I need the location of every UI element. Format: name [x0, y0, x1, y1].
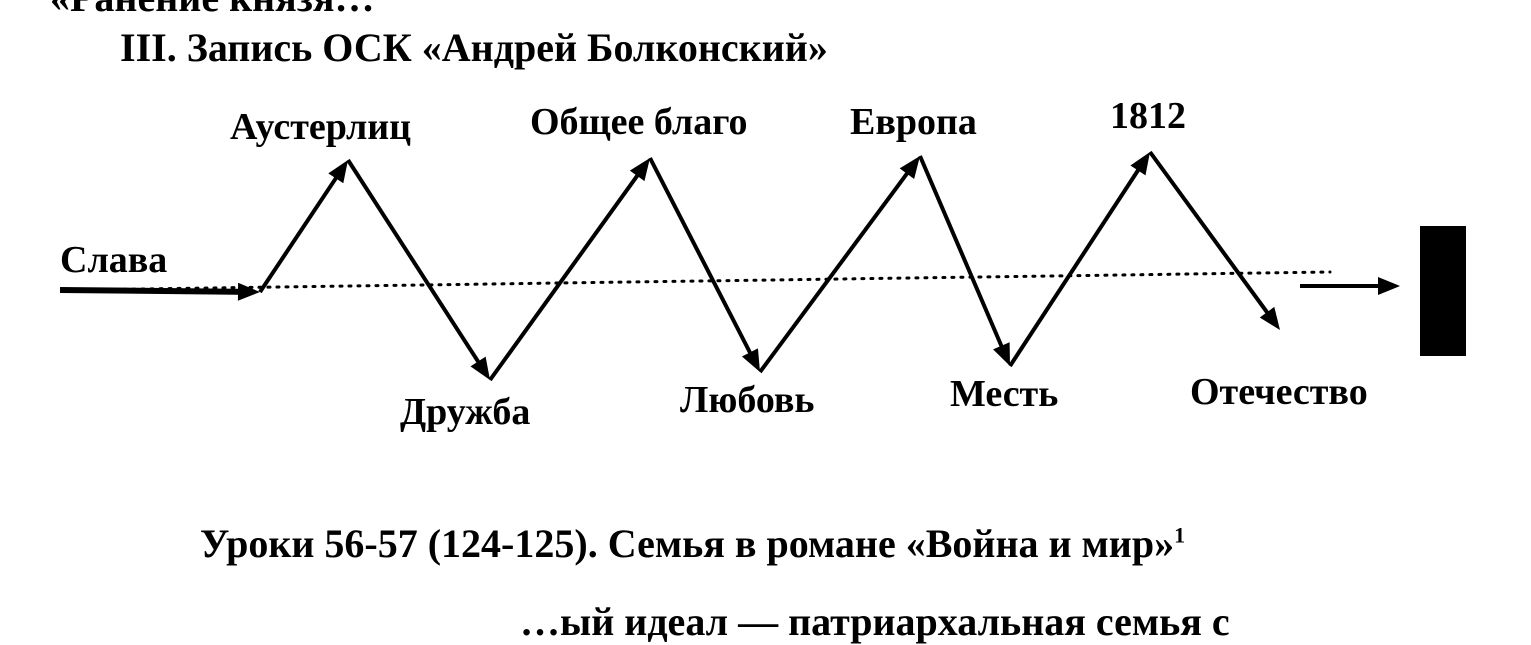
diagram-label: Аустерлиц: [230, 105, 411, 149]
diagram-label: Отечество: [1190, 370, 1368, 414]
diagram-label: 1812: [1110, 94, 1186, 138]
diagram-end-block: [1420, 226, 1466, 356]
cut-text-bottom: …ый идеал — патриархальная семья с: [520, 598, 1230, 645]
diagram-label: Европа: [850, 100, 977, 144]
lessons-heading: Уроки 56-57 (124-125). Семья в романе «В…: [200, 520, 1185, 567]
diagram-label: Дружба: [400, 390, 530, 434]
diagram-label: Слава: [60, 238, 167, 282]
lessons-heading-text: Уроки 56-57 (124-125). Семья в романе «В…: [200, 521, 1174, 566]
diagram-label: Любовь: [680, 378, 815, 422]
diagram-label: Месть: [950, 372, 1058, 416]
footnote-mark: 1: [1174, 523, 1185, 548]
diagram-label: Общее благо: [530, 100, 748, 144]
